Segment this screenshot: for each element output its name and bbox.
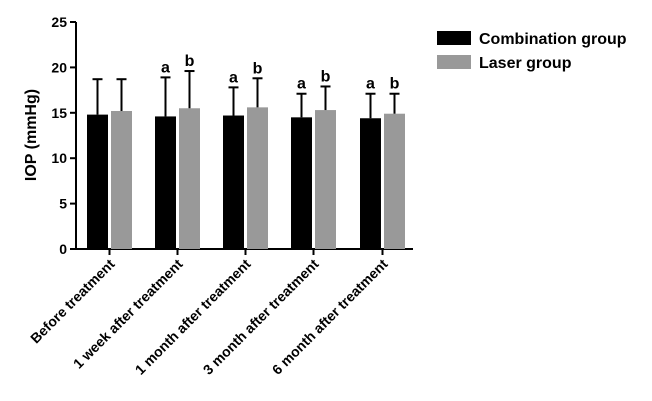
x-tick-label: 6 month after treatment: [269, 256, 391, 378]
bar-laser: [111, 110, 132, 249]
legend: Combination group Laser group: [437, 31, 627, 72]
significance-label: a: [229, 69, 238, 86]
bar-laser: [315, 110, 336, 250]
significance-label: b: [253, 60, 263, 77]
error-bars: [92, 70, 400, 119]
significance-label: a: [297, 76, 306, 93]
significance-label: b: [390, 76, 400, 93]
bar-combination: [155, 116, 176, 249]
bars: [87, 107, 405, 250]
y-tick-label: 10: [51, 150, 67, 166]
bar-laser: [247, 107, 268, 250]
bar-laser: [179, 108, 200, 249]
y-axis: 0 5 10 15 20 25: [51, 14, 77, 257]
y-axis-label: IOP (mmHg): [23, 89, 40, 181]
bar-combination: [291, 117, 312, 249]
significance-label: a: [366, 76, 375, 93]
x-tick-label: 1 week after treatment: [70, 256, 186, 372]
significance-label: a: [161, 59, 170, 76]
y-tick-label: 25: [51, 14, 67, 30]
bar-combination: [87, 114, 108, 249]
y-tick-label: 15: [51, 105, 67, 121]
y-tick-label: 5: [59, 196, 67, 212]
bar-laser: [384, 113, 405, 249]
legend-label: Laser group: [479, 55, 572, 72]
significance-label: b: [185, 53, 195, 70]
y-tick-label: 20: [51, 59, 67, 75]
x-tick-label: 3 month after treatment: [200, 256, 322, 378]
significance-label: b: [321, 68, 331, 85]
bar-combination: [360, 118, 381, 249]
y-tick-label: 0: [59, 241, 67, 257]
bar-combination: [223, 115, 244, 249]
legend-swatch: [437, 55, 471, 69]
legend-label: Combination group: [479, 31, 627, 48]
legend-swatch: [437, 31, 471, 45]
x-tick-label: 1 month after treatment: [132, 256, 254, 378]
